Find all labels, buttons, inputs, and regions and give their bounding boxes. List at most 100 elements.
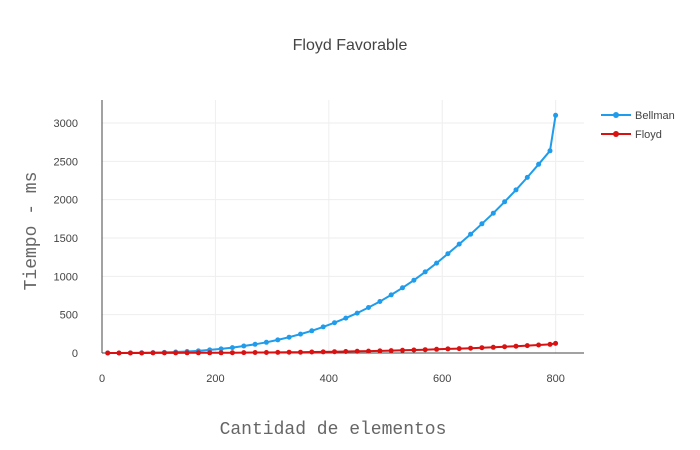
floyd-point xyxy=(513,343,519,349)
legend-item-floyd: Floyd xyxy=(601,129,662,141)
y-tick-labels: 0 500 1000 1500 2000 2500 3000 xyxy=(54,118,78,360)
legend-label: Bellman xyxy=(635,110,675,122)
floyd-point xyxy=(263,350,269,355)
floyd-point xyxy=(320,349,326,355)
bellman-point xyxy=(422,269,428,275)
floyd-point xyxy=(536,342,542,348)
y-tick-label: 2000 xyxy=(54,195,78,207)
floyd-point xyxy=(139,350,145,356)
bellman-point xyxy=(252,341,258,347)
bellman-point xyxy=(468,231,474,237)
floyd-point xyxy=(468,345,474,351)
floyd-point xyxy=(422,347,428,353)
bellman-point xyxy=(263,339,269,345)
bellman-point xyxy=(411,277,417,283)
floyd-point xyxy=(184,350,190,356)
floyd-point xyxy=(207,350,213,356)
legend-label: Floyd xyxy=(635,129,662,141)
legend: Bellman Floyd xyxy=(601,110,675,141)
grid xyxy=(102,100,584,353)
x-tick-label: 600 xyxy=(433,373,451,385)
bellman-point xyxy=(332,320,337,326)
x-tick-label: 800 xyxy=(546,373,564,385)
bellman-point xyxy=(286,334,292,340)
floyd-point xyxy=(241,350,247,356)
bellman-point xyxy=(536,161,542,167)
x-axis-title: Cantidad de elementos xyxy=(220,420,447,440)
bellman-point xyxy=(445,251,451,257)
floyd-point xyxy=(127,350,133,356)
floyd-point xyxy=(377,348,383,354)
floyd-point xyxy=(275,349,281,355)
floyd-point xyxy=(400,347,405,353)
bellman-point xyxy=(309,328,315,334)
bellman-point xyxy=(354,310,360,316)
floyd-point xyxy=(116,350,122,356)
x-tick-label: 200 xyxy=(206,373,224,385)
floyd-point xyxy=(298,349,303,355)
floyd-point xyxy=(388,348,394,354)
floyd-point xyxy=(547,341,553,347)
floyd-point xyxy=(354,348,360,354)
series xyxy=(105,112,559,356)
floyd-point xyxy=(286,349,292,355)
floyd-point xyxy=(411,347,417,353)
floyd-point xyxy=(309,349,315,355)
floyd-point xyxy=(229,350,235,356)
floyd-point xyxy=(161,350,167,356)
y-tick-label: 3000 xyxy=(54,118,78,130)
chart-title: Floyd Favorable xyxy=(293,37,408,54)
bellman-point xyxy=(490,210,496,216)
bellman-point xyxy=(298,331,303,337)
bellman-point xyxy=(320,324,326,330)
bellman-point xyxy=(229,345,235,351)
legend-item-bellman: Bellman xyxy=(601,110,675,122)
floyd-point xyxy=(445,346,451,352)
y-tick-label: 1500 xyxy=(54,233,78,245)
x-tick-labels: 0 200 400 600 800 xyxy=(99,373,565,385)
bellman-point xyxy=(388,292,394,298)
floyd-point xyxy=(524,343,530,349)
y-tick-label: 0 xyxy=(72,348,78,360)
y-tick-label: 2500 xyxy=(54,156,78,168)
y-axis-title: Tiempo - ms xyxy=(22,172,42,291)
bellman-point xyxy=(524,174,530,180)
floyd-point xyxy=(173,350,179,356)
bellman-point xyxy=(366,305,371,310)
floyd-point xyxy=(366,348,371,354)
floyd-point xyxy=(434,346,440,352)
floyd-point xyxy=(332,349,337,355)
floyd-point xyxy=(479,345,485,351)
floyd-point xyxy=(502,344,508,350)
series-floyd xyxy=(105,340,559,356)
bellman-point xyxy=(502,199,508,205)
bellman-point xyxy=(241,343,247,349)
bellman-point xyxy=(479,221,485,227)
floyd-point xyxy=(343,349,349,354)
legend-swatch-marker xyxy=(613,112,619,118)
bellman-point xyxy=(275,337,281,343)
bellman-point xyxy=(553,112,559,118)
bellman-line xyxy=(107,115,557,354)
x-tick-label: 400 xyxy=(320,373,338,385)
y-tick-label: 1000 xyxy=(54,271,78,283)
bellman-point xyxy=(343,315,349,321)
bellman-point xyxy=(377,299,383,304)
bellman-point xyxy=(456,241,462,247)
bellman-point xyxy=(218,346,224,352)
y-tick-label: 500 xyxy=(60,310,78,322)
bellman-point xyxy=(434,260,440,266)
series-bellman xyxy=(105,112,559,356)
bellman-point xyxy=(547,148,553,154)
floyd-point xyxy=(456,346,462,352)
x-tick-label: 0 xyxy=(99,373,105,385)
floyd-point xyxy=(490,344,496,350)
floyd-point xyxy=(218,350,224,356)
bellman-point xyxy=(513,187,519,193)
legend-swatch-marker xyxy=(613,131,619,137)
bellman-point xyxy=(400,285,405,291)
floyd-point xyxy=(105,350,111,356)
floyd-point xyxy=(195,350,201,356)
floyd-point xyxy=(553,340,559,346)
